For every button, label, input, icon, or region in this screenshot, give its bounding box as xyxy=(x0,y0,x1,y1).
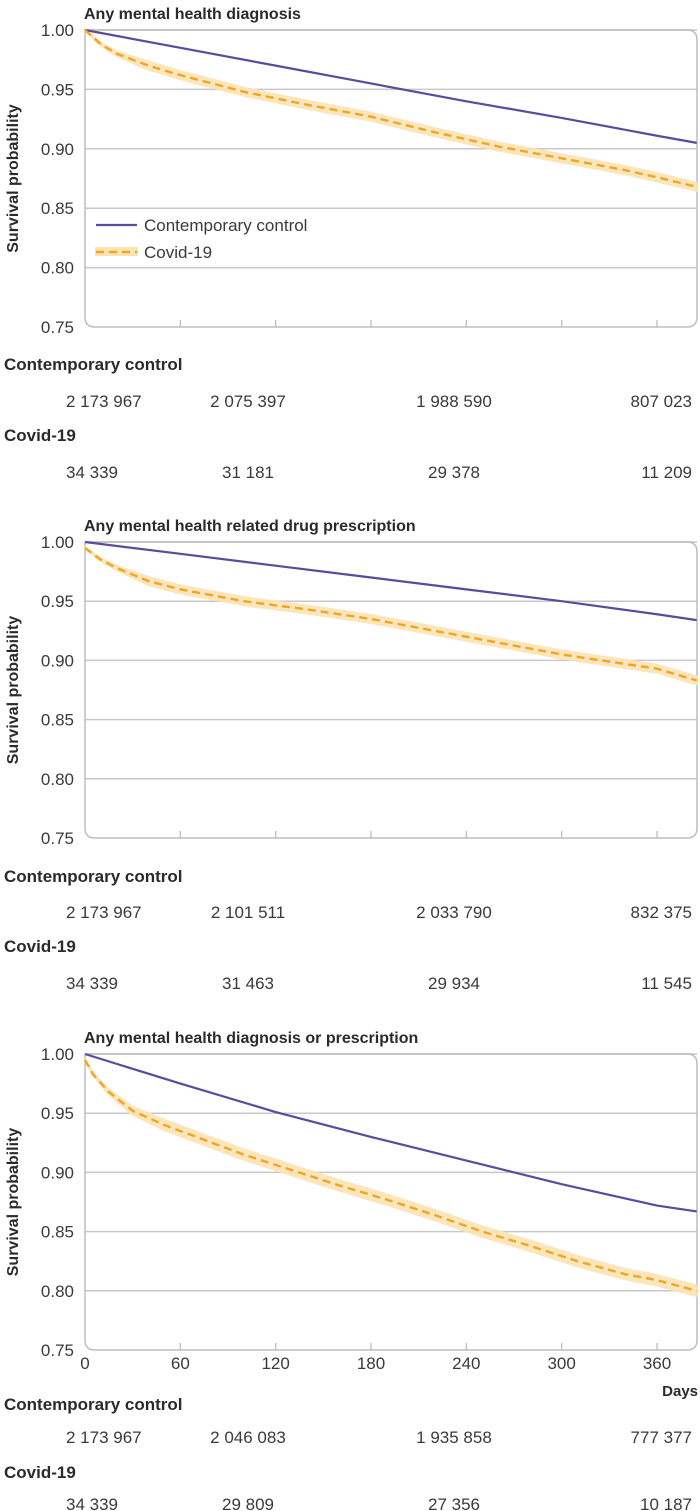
risk-table-value: 2 046 083 xyxy=(210,1428,286,1447)
risk-table-value: 1 988 590 xyxy=(416,392,492,411)
risk-table: Contemporary control 2 173 967 2 101 511 2 … xyxy=(4,867,692,993)
plot-frame xyxy=(84,541,698,839)
risk-table-value: 2 075 397 xyxy=(210,392,286,411)
y-tick-label: 1.00 xyxy=(41,1045,74,1064)
risk-table-value: 27 356 xyxy=(428,1495,480,1511)
x-tick-label: 180 xyxy=(357,1354,385,1373)
x-tick-label: 0 xyxy=(80,1354,89,1373)
y-axis-label: Survival probability xyxy=(5,1128,22,1277)
series-line-covid xyxy=(84,546,698,682)
risk-table-value: 10 187 xyxy=(640,1495,692,1511)
risk-table-value: 11 209 xyxy=(641,463,692,482)
y-tick-label: 0.95 xyxy=(41,80,74,99)
risk-table-value: 29 934 xyxy=(428,974,480,993)
y-tick-label: 0.75 xyxy=(41,829,74,848)
y-tick-label: 0.75 xyxy=(41,318,74,337)
series-line-covid xyxy=(84,29,698,188)
y-axis-label: Survival probability xyxy=(5,104,22,253)
panel-2: Any mental health related drug prescript… xyxy=(4,518,699,993)
risk-table-value: 34 339 xyxy=(66,974,118,993)
x-tick-label: 240 xyxy=(452,1354,480,1373)
panel-title: Any mental health related drug prescript… xyxy=(84,518,416,535)
covid-ci-band xyxy=(83,546,699,686)
y-axis-label: Survival probability xyxy=(5,616,22,765)
y-tick-label: 0.80 xyxy=(41,1282,74,1301)
risk-table-value: 34 339 xyxy=(66,463,118,482)
series-line-control xyxy=(84,28,697,144)
x-tick-label: 120 xyxy=(261,1354,289,1373)
legend-label-covid: Covid-19 xyxy=(144,243,212,262)
series-line-control xyxy=(84,1052,697,1213)
y-tick-label: 0.80 xyxy=(41,770,74,789)
x-axis-label: Days xyxy=(662,1383,698,1400)
y-tick-label: 0.85 xyxy=(41,711,74,730)
y-tick-label: 0.95 xyxy=(41,1104,74,1123)
risk-table-value: 807 023 xyxy=(631,392,692,411)
x-tick-label: 60 xyxy=(171,1354,190,1373)
panel-3: Any mental health diagnosis or prescript… xyxy=(4,1030,699,1511)
risk-table-group-label: Covid-19 xyxy=(4,426,76,445)
y-tick-label: 0.80 xyxy=(41,259,74,278)
y-tick-label: 0.90 xyxy=(41,651,74,670)
risk-table-value: 2 101 511 xyxy=(211,903,285,922)
risk-table-value: 2 173 967 xyxy=(66,392,142,411)
risk-table-group-label: Contemporary control xyxy=(4,355,183,374)
x-tick-label: 360 xyxy=(643,1354,671,1373)
risk-table: Contemporary control 2 173 967 2 075 397 1 … xyxy=(4,355,692,482)
covid-ci-band xyxy=(83,28,699,192)
risk-table-value: 2 173 967 xyxy=(66,903,142,922)
plot-frame xyxy=(84,1053,698,1351)
risk-table-group-label: Covid-19 xyxy=(4,1463,76,1482)
y-tick-label: 1.00 xyxy=(41,533,74,552)
risk-table-value: 11 545 xyxy=(641,974,692,993)
series-line-control xyxy=(84,540,697,622)
legend-label-control: Contemporary control xyxy=(144,216,307,235)
y-tick-label: 0.95 xyxy=(41,592,74,611)
risk-table: Contemporary control 2 173 967 2 046 083 1 … xyxy=(4,1395,692,1511)
plot-frame xyxy=(84,29,698,328)
risk-table-group-label: Contemporary control xyxy=(4,1395,183,1414)
risk-table-group-label: Covid-19 xyxy=(4,937,76,956)
panel-title: Any mental health diagnosis or prescript… xyxy=(84,1030,418,1047)
legend: Contemporary control Covid-19 xyxy=(95,216,307,262)
y-tick-label: 0.90 xyxy=(41,140,74,159)
y-tick-label: 0.75 xyxy=(41,1341,74,1360)
risk-table-value: 31 181 xyxy=(222,463,274,482)
covid-ci-band xyxy=(83,1058,699,1298)
risk-table-value: 1 935 858 xyxy=(416,1428,492,1447)
risk-table-value: 29 809 xyxy=(222,1495,274,1511)
y-tick-label: 0.85 xyxy=(41,199,74,218)
risk-table-value: 777 377 xyxy=(631,1428,692,1447)
panel-1: Any mental health diagnosis Survival prob… xyxy=(4,6,699,482)
risk-table-value: 832 375 xyxy=(631,903,692,922)
series-line-covid xyxy=(83,1059,698,1292)
y-tick-label: 0.90 xyxy=(41,1163,74,1182)
risk-table-value: 2 033 790 xyxy=(416,903,492,922)
x-tick-label: 300 xyxy=(547,1354,575,1373)
risk-table-value: 34 339 xyxy=(66,1495,118,1511)
y-tick-label: 0.85 xyxy=(41,1223,74,1242)
risk-table-value: 29 378 xyxy=(428,463,480,482)
y-tick-label: 1.00 xyxy=(41,21,74,40)
panel-title: Any mental health diagnosis xyxy=(84,6,301,23)
risk-table-value: 31 463 xyxy=(222,974,274,993)
risk-table-value: 2 173 967 xyxy=(66,1428,142,1447)
risk-table-group-label: Contemporary control xyxy=(4,867,183,886)
